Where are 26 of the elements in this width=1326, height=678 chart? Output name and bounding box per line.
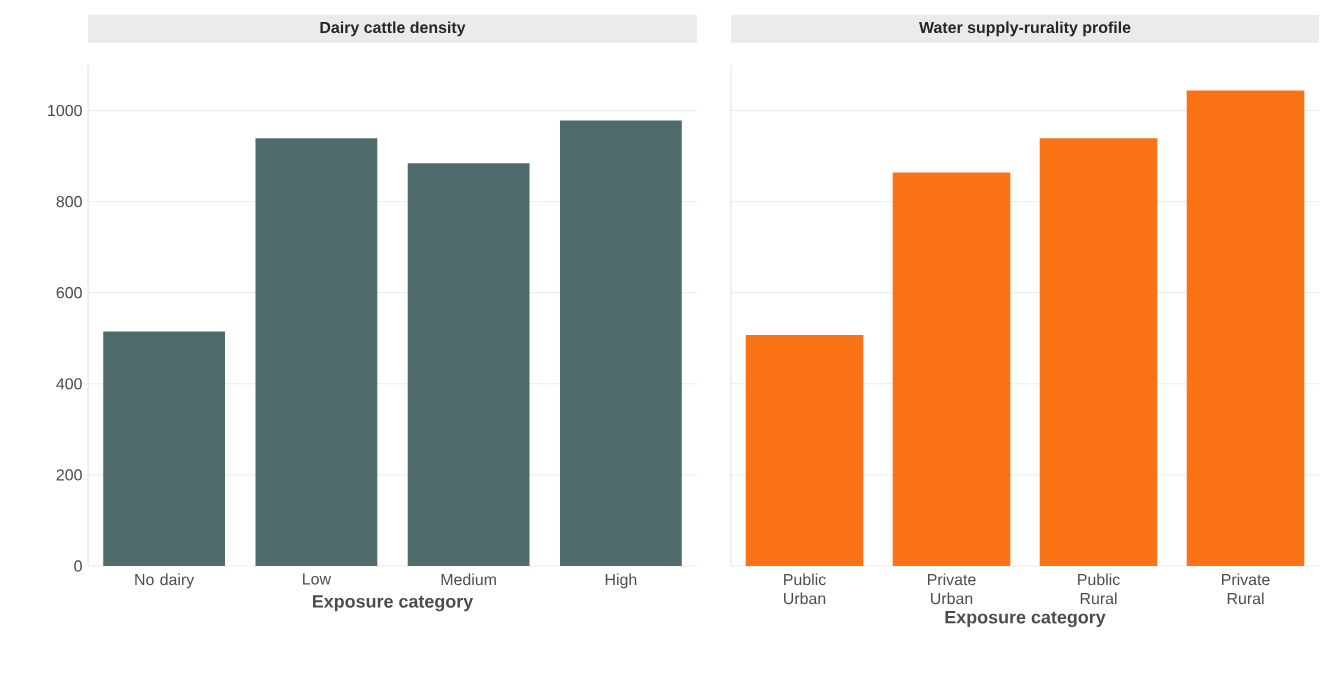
y-tick-label: 200 <box>56 469 82 481</box>
x-tick-label: Public Rural <box>1078 573 1120 605</box>
x-tick-label: High <box>605 573 637 589</box>
bar <box>559 120 682 566</box>
bar <box>255 138 378 566</box>
x-tick-label: Medium <box>441 573 496 586</box>
bar <box>407 163 530 566</box>
x-tick-label: Public Urban <box>784 573 826 605</box>
x-tick-label: Low <box>303 573 332 585</box>
bar <box>1186 90 1305 566</box>
y-tick-label: 1000 <box>48 104 82 117</box>
x-axis-title: Exposure category <box>945 610 1106 628</box>
bar <box>103 331 226 566</box>
x-tick-label: Private Urban <box>928 573 976 605</box>
x-axis-title: Exposure category <box>312 595 474 612</box>
y-tick-label: 800 <box>56 195 82 208</box>
y-tick-label: 600 <box>56 287 82 299</box>
x-tick-label: Private Rural <box>1222 573 1270 605</box>
bar <box>745 335 864 566</box>
chart-title: Water supply-rurality profile <box>919 21 1131 37</box>
x-tick-label: No dairy <box>135 573 195 589</box>
y-tick-label: 0 <box>74 560 82 572</box>
chart-title: Dairy cattle density <box>320 21 466 37</box>
y-tick-label: 400 <box>56 378 82 390</box>
bar <box>1039 138 1158 566</box>
bar <box>892 172 1011 566</box>
